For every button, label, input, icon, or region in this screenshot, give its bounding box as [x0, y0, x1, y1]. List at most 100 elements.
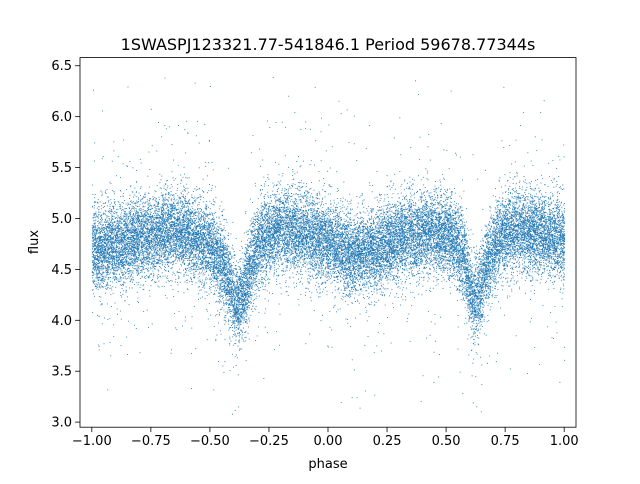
data-point [396, 254, 398, 256]
data-point [159, 266, 161, 268]
data-point [306, 278, 308, 280]
data-point [207, 248, 209, 250]
data-point [340, 200, 342, 202]
data-point [416, 235, 418, 237]
data-point [561, 207, 563, 209]
data-point [188, 281, 190, 283]
data-point [549, 229, 551, 231]
data-point [97, 268, 99, 269]
data-point [202, 270, 204, 272]
data-point [406, 254, 408, 256]
data-point [210, 189, 212, 191]
data-point [375, 277, 377, 279]
data-point [220, 248, 222, 250]
data-point [497, 231, 499, 233]
data-point [314, 238, 316, 240]
data-point [180, 198, 182, 199]
data-point [365, 254, 367, 256]
data-point [446, 258, 448, 260]
data-point [404, 281, 406, 283]
data-point [492, 261, 494, 263]
data-point [246, 323, 248, 325]
data-point [173, 232, 175, 233]
data-point [523, 180, 525, 182]
data-point [420, 400, 422, 402]
data-point [389, 252, 391, 254]
data-point [423, 229, 425, 231]
data-point [188, 228, 190, 230]
data-point [265, 270, 267, 272]
data-point [454, 279, 456, 281]
data-point [261, 281, 263, 283]
data-point [258, 289, 259, 291]
data-point [482, 316, 483, 318]
data-point [340, 255, 342, 257]
data-point [467, 294, 469, 296]
data-point [347, 295, 349, 297]
data-point [124, 226, 126, 228]
data-point [485, 267, 487, 269]
data-point [153, 259, 155, 261]
data-point [512, 247, 514, 249]
data-point [123, 282, 125, 284]
data-point [215, 241, 217, 243]
data-point [387, 288, 389, 290]
data-point [435, 242, 437, 244]
data-point [343, 275, 345, 277]
data-point [239, 288, 241, 290]
data-point [223, 292, 225, 293]
data-point [329, 269, 331, 270]
data-point [366, 278, 368, 280]
data-point [539, 245, 541, 247]
data-point [485, 271, 487, 273]
data-point [298, 199, 300, 201]
data-point [235, 284, 237, 286]
data-point [199, 233, 201, 234]
data-point [492, 289, 494, 291]
data-point [215, 265, 217, 267]
data-point [443, 264, 445, 266]
data-point [320, 231, 322, 233]
data-point [380, 239, 382, 241]
data-point [312, 243, 314, 244]
data-point [150, 232, 152, 234]
data-point [262, 264, 264, 266]
data-point [511, 239, 513, 241]
data-point [480, 295, 482, 297]
data-point [391, 231, 393, 233]
data-point [144, 226, 146, 228]
data-point [115, 277, 117, 279]
data-point [192, 220, 194, 222]
data-point [170, 244, 172, 246]
data-point [246, 276, 247, 278]
data-point [224, 288, 225, 290]
data-point [458, 217, 459, 219]
data-point [560, 222, 562, 224]
data-point [405, 236, 407, 238]
data-point [215, 243, 217, 244]
data-point [97, 229, 99, 231]
data-point [479, 258, 481, 260]
data-point [517, 226, 519, 228]
data-point [105, 190, 107, 192]
data-point [201, 296, 203, 298]
data-point [260, 228, 262, 230]
data-point [542, 209, 543, 211]
data-point [557, 204, 559, 206]
data-point [170, 218, 172, 220]
data-point [257, 238, 259, 240]
data-point [281, 236, 282, 238]
data-point [402, 214, 404, 216]
data-point [113, 141, 115, 143]
data-point [216, 272, 218, 274]
data-point [214, 293, 216, 295]
data-point [541, 223, 543, 224]
data-point [312, 197, 314, 199]
data-point [100, 260, 102, 262]
data-point [223, 259, 225, 261]
data-point [325, 273, 327, 275]
data-point [135, 328, 137, 329]
data-point [444, 267, 446, 269]
data-point [312, 221, 314, 223]
data-point [171, 255, 173, 257]
